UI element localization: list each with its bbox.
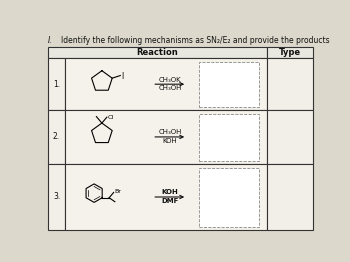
Bar <box>199 114 259 161</box>
Bar <box>65 110 267 164</box>
Text: KOH: KOH <box>163 138 177 144</box>
Text: KOH: KOH <box>162 189 178 195</box>
Text: CH₃OK: CH₃OK <box>159 77 181 83</box>
Text: Reaction: Reaction <box>136 48 178 57</box>
Text: 2.: 2. <box>53 132 60 141</box>
Bar <box>48 47 267 58</box>
Text: DMF: DMF <box>161 198 179 204</box>
Text: CH₃OH: CH₃OH <box>159 129 182 135</box>
Bar <box>48 164 65 230</box>
Bar <box>48 58 65 110</box>
Text: 1.: 1. <box>53 80 60 89</box>
Bar <box>267 47 314 58</box>
Text: Type: Type <box>279 48 301 57</box>
Bar <box>199 62 259 107</box>
Bar <box>199 168 259 227</box>
Bar <box>267 164 314 230</box>
Text: CH₃OH: CH₃OH <box>159 85 182 91</box>
Text: I: I <box>121 72 124 81</box>
Bar <box>65 58 267 110</box>
Bar <box>267 58 314 110</box>
Bar <box>48 110 65 164</box>
Bar <box>267 110 314 164</box>
Text: Br: Br <box>114 189 121 194</box>
Text: 3.: 3. <box>53 193 60 201</box>
Bar <box>65 164 267 230</box>
Text: Cl: Cl <box>108 116 114 121</box>
Text: I.: I. <box>48 36 52 45</box>
Text: Identify the following mechanisms as SN₂/E₂ and provide the products: Identify the following mechanisms as SN₂… <box>61 36 329 45</box>
